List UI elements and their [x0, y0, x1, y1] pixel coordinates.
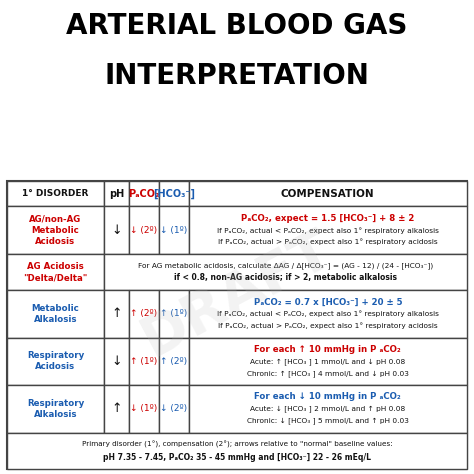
- Text: Chronic: ↑ [HCO₃ ] 4 mmol/L and ↓ pH 0.03: Chronic: ↑ [HCO₃ ] 4 mmol/L and ↓ pH 0.0…: [247, 370, 409, 377]
- Text: Acute: ↓ [HCO₃ ] 2 mmol/L and ↑ pH 0.08: Acute: ↓ [HCO₃ ] 2 mmol/L and ↑ pH 0.08: [250, 405, 405, 412]
- Bar: [159, 290, 189, 337]
- Bar: [7, 385, 104, 433]
- Text: ↓ (1º): ↓ (1º): [160, 226, 187, 235]
- Text: AG Acidosis
"Delta/Delta": AG Acidosis "Delta/Delta": [23, 262, 88, 282]
- Bar: [104, 290, 129, 337]
- Bar: [7, 433, 467, 469]
- Text: If PₐCO₂, actual > PₐCO₂, expect also 1° respiratory acidosis: If PₐCO₂, actual > PₐCO₂, expect also 1°…: [218, 322, 438, 329]
- Bar: [7, 181, 467, 469]
- Text: DRAFT: DRAFT: [133, 221, 341, 366]
- Text: pH: pH: [109, 189, 124, 199]
- Text: Chronic: ↓ [HCO₃ ] 5 mmol/L and ↑ pH 0.03: Chronic: ↓ [HCO₃ ] 5 mmol/L and ↑ pH 0.0…: [247, 417, 409, 424]
- Bar: [159, 181, 189, 207]
- Text: ↓ (1º): ↓ (1º): [130, 404, 157, 413]
- Text: PₐCO₂, expect = 1.5 [HCO₃⁻] + 8 ± 2: PₐCO₂, expect = 1.5 [HCO₃⁻] + 8 ± 2: [241, 214, 414, 223]
- Text: Acute: ↑ [HCO₃ ] 1 mmol/L and ↓ pH 0.08: Acute: ↑ [HCO₃ ] 1 mmol/L and ↓ pH 0.08: [250, 358, 405, 365]
- Bar: [104, 181, 129, 207]
- Bar: [189, 290, 467, 337]
- Bar: [159, 337, 189, 385]
- Bar: [189, 385, 467, 433]
- Text: Respiratory
Acidosis: Respiratory Acidosis: [27, 351, 84, 372]
- Text: AG/non-AG
Metabolic
Acidosis: AG/non-AG Metabolic Acidosis: [29, 215, 82, 246]
- Text: If PₐCO₂, actual < PₐCO₂, expect also 1° respiratory alkalosis: If PₐCO₂, actual < PₐCO₂, expect also 1°…: [217, 227, 439, 234]
- Bar: [7, 337, 104, 385]
- Text: ↓: ↓: [111, 224, 121, 237]
- Text: ↑: ↑: [111, 307, 121, 320]
- Text: ↑ (1º): ↑ (1º): [130, 357, 157, 366]
- Text: ↑: ↑: [111, 402, 121, 415]
- Text: If PₐCO₂, actual < PₐCO₂, expect also 1° respiratory alkalosis: If PₐCO₂, actual < PₐCO₂, expect also 1°…: [217, 310, 439, 317]
- Bar: [129, 385, 159, 433]
- Text: ↑ (1º): ↑ (1º): [160, 309, 187, 318]
- Bar: [129, 337, 159, 385]
- Text: PₐCO₂: PₐCO₂: [128, 189, 160, 199]
- Text: if < 0.8, non-AG acidosis; if > 2, metabolic alkalosis: if < 0.8, non-AG acidosis; if > 2, metab…: [174, 273, 397, 283]
- Bar: [129, 290, 159, 337]
- Bar: [104, 385, 129, 433]
- Bar: [189, 337, 467, 385]
- Bar: [7, 254, 104, 290]
- Text: Primary disorder (1°), compensation (2°); arrows relative to "normal" baseline v: Primary disorder (1°), compensation (2°)…: [82, 441, 392, 448]
- Text: INTERPRETATION: INTERPRETATION: [105, 62, 369, 90]
- Bar: [7, 207, 104, 254]
- Text: ↓ (2º): ↓ (2º): [130, 226, 157, 235]
- Text: For each ↑ 10 mmHg in P ₐCO₂: For each ↑ 10 mmHg in P ₐCO₂: [255, 345, 401, 354]
- Bar: [159, 207, 189, 254]
- Text: COMPENSATION: COMPENSATION: [281, 189, 374, 199]
- Text: ↓ (2º): ↓ (2º): [160, 404, 187, 413]
- Text: Metabolic
Alkalosis: Metabolic Alkalosis: [31, 304, 79, 324]
- Bar: [104, 254, 467, 290]
- Text: pH 7.35 - 7.45, PₐCO₂ 35 - 45 mmHg and [HCO₃⁻] 22 - 26 mEq/L: pH 7.35 - 7.45, PₐCO₂ 35 - 45 mmHg and […: [103, 453, 371, 462]
- Bar: [7, 181, 104, 207]
- Text: Respiratory
Alkalosis: Respiratory Alkalosis: [27, 399, 84, 419]
- Text: For AG metabolic acidosis, calculate ΔAG / Δ[HCO₃⁻] = (AG - 12) / (24 - [HCO₃⁻]): For AG metabolic acidosis, calculate ΔAG…: [137, 263, 433, 269]
- Bar: [104, 207, 129, 254]
- Text: ↓: ↓: [111, 355, 121, 368]
- Text: 1° DISORDER: 1° DISORDER: [22, 189, 89, 198]
- Bar: [129, 181, 159, 207]
- Bar: [104, 337, 129, 385]
- Bar: [7, 290, 104, 337]
- Text: PₐCO₂ = 0.7 x [HCO₃⁻] + 20 ± 5: PₐCO₂ = 0.7 x [HCO₃⁻] + 20 ± 5: [254, 297, 402, 306]
- Text: ARTERIAL BLOOD GAS: ARTERIAL BLOOD GAS: [66, 12, 408, 40]
- Text: [HCO₃⁻]: [HCO₃⁻]: [153, 189, 195, 199]
- Bar: [189, 181, 467, 207]
- Text: ↑ (2º): ↑ (2º): [160, 357, 187, 366]
- Bar: [129, 207, 159, 254]
- Bar: [159, 385, 189, 433]
- Text: For each ↓ 10 mmHg in P ₐCO₂: For each ↓ 10 mmHg in P ₐCO₂: [255, 392, 401, 401]
- Text: If PₐCO₂, actual > PₐCO₂, expect also 1° respiratory acidosis: If PₐCO₂, actual > PₐCO₂, expect also 1°…: [218, 239, 438, 246]
- Text: ↑ (2º): ↑ (2º): [130, 309, 157, 318]
- Bar: [189, 207, 467, 254]
